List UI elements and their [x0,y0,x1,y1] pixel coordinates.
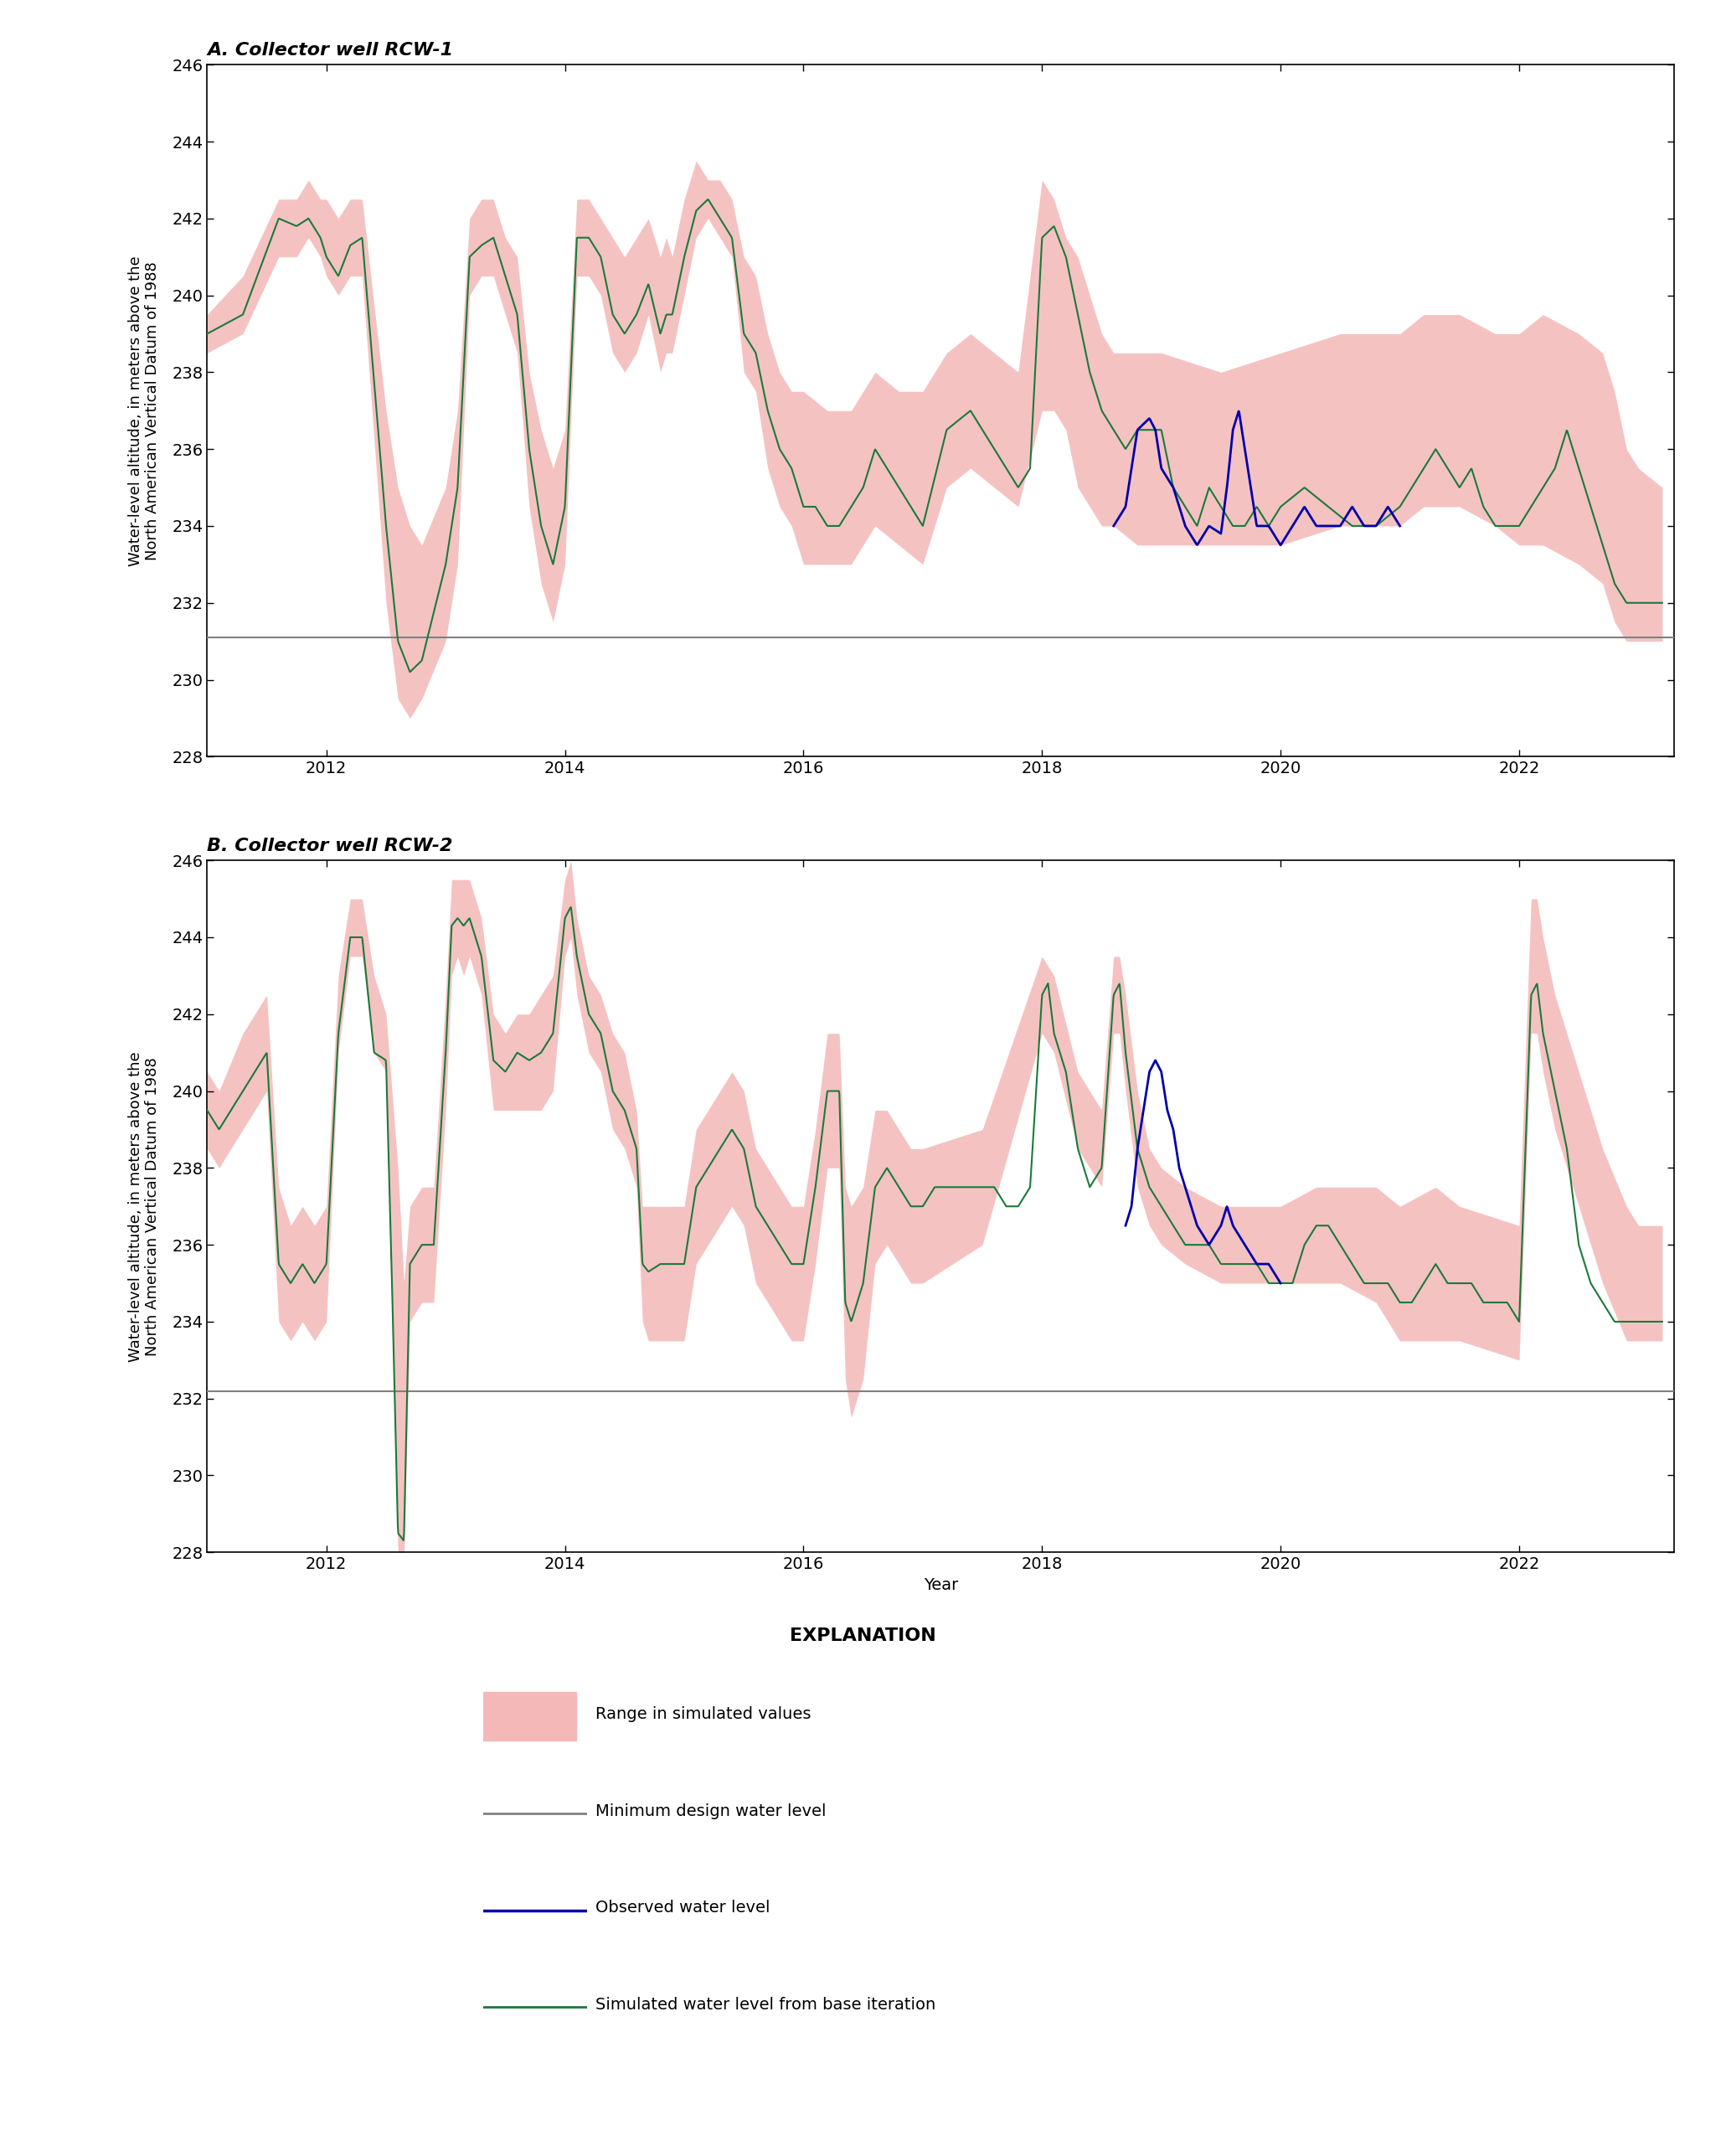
Text: Minimum design water level: Minimum design water level [595,1802,827,1820]
Text: Range in simulated values: Range in simulated values [595,1705,811,1723]
Text: B. Collector well RCW-2: B. Collector well RCW-2 [207,839,452,854]
X-axis label: Year: Year [923,1576,958,1593]
Text: A. Collector well RCW-1: A. Collector well RCW-1 [207,41,454,58]
Text: Observed water level: Observed water level [595,1899,770,1917]
Text: EXPLANATION: EXPLANATION [791,1628,935,1645]
Y-axis label: Water-level altitude, in meters above the
North American Vertical Datum of 1988: Water-level altitude, in meters above th… [128,1052,161,1363]
FancyBboxPatch shape [483,1692,576,1740]
Text: Simulated water level from base iteration: Simulated water level from base iteratio… [595,1996,935,2014]
Y-axis label: Water-level altitude, in meters above the
North American Vertical Datum of 1988: Water-level altitude, in meters above th… [128,254,161,565]
